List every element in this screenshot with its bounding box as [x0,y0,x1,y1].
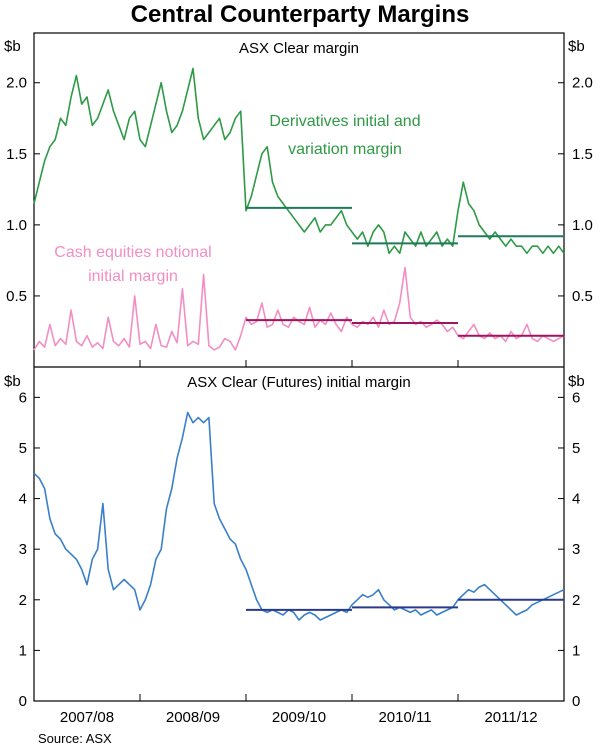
top-ytick-label-right: 2.0 [572,75,593,92]
top-ylabel-right: $b [568,38,585,55]
bottom-ytick-label-left: 2 [19,592,27,609]
top-panel-title: ASX Clear margin [239,40,359,57]
top-ytick-label-right: 1.5 [572,146,593,163]
xtick-label: 2009/10 [272,709,326,726]
bottom-panel-title: ASX Clear (Futures) initial margin [187,374,410,391]
top-ytick-label-left: 0.5 [6,288,27,305]
top-ytick-label-left: 2.0 [6,75,27,92]
top-ytick-label-left: 1.5 [6,146,27,163]
bottom-ytick-label-left: 4 [19,491,27,508]
xtick-label: 2008/09 [166,709,220,726]
bottom-ytick-label-left: 5 [19,440,27,457]
bottom-ytick-label-left: 1 [19,642,27,659]
annotation-derivatives-line2: variation margin [288,141,402,158]
bottom-ytick-label-right: 5 [572,440,580,457]
bottom-ytick-label-left: 0 [19,693,27,710]
xtick-label: 2011/12 [484,709,537,726]
bottom-ytick-label-right: 2 [572,592,580,609]
bottom-ylabel-right: $b [568,373,585,390]
annotation-cash-line1: Cash equities notional [54,244,211,261]
bottom-ytick-label-right: 0 [572,693,580,710]
chart-title: Central Counterparty Margins [130,1,470,28]
bottom-ytick-label-left: 3 [19,541,27,558]
top-series-line [33,67,565,255]
bottom-series-line [33,411,565,621]
top-ytick-label-left: 1.0 [6,217,27,234]
top-ylabel-left: $b [4,38,21,55]
annotation-derivatives-line1: Derivatives initial and [269,113,420,130]
top-ytick-label-right: 0.5 [572,288,593,305]
xtick-label: 2007/08 [60,709,114,726]
bottom-ytick-label-right: 6 [572,389,580,406]
bottom-ylabel-left: $b [4,373,21,390]
bottom-ytick-label-right: 3 [572,541,580,558]
annotation-cash-line2: initial margin [88,268,178,285]
source-note: Source: ASX [38,731,112,746]
xtick-label: 2010/11 [378,709,431,726]
top-ytick-label-right: 1.0 [572,217,593,234]
bottom-ytick-label-left: 6 [19,389,27,406]
bottom-ytick-label-right: 4 [572,491,580,508]
top-series-line [33,266,565,351]
bottom-ytick-label-right: 1 [572,642,580,659]
